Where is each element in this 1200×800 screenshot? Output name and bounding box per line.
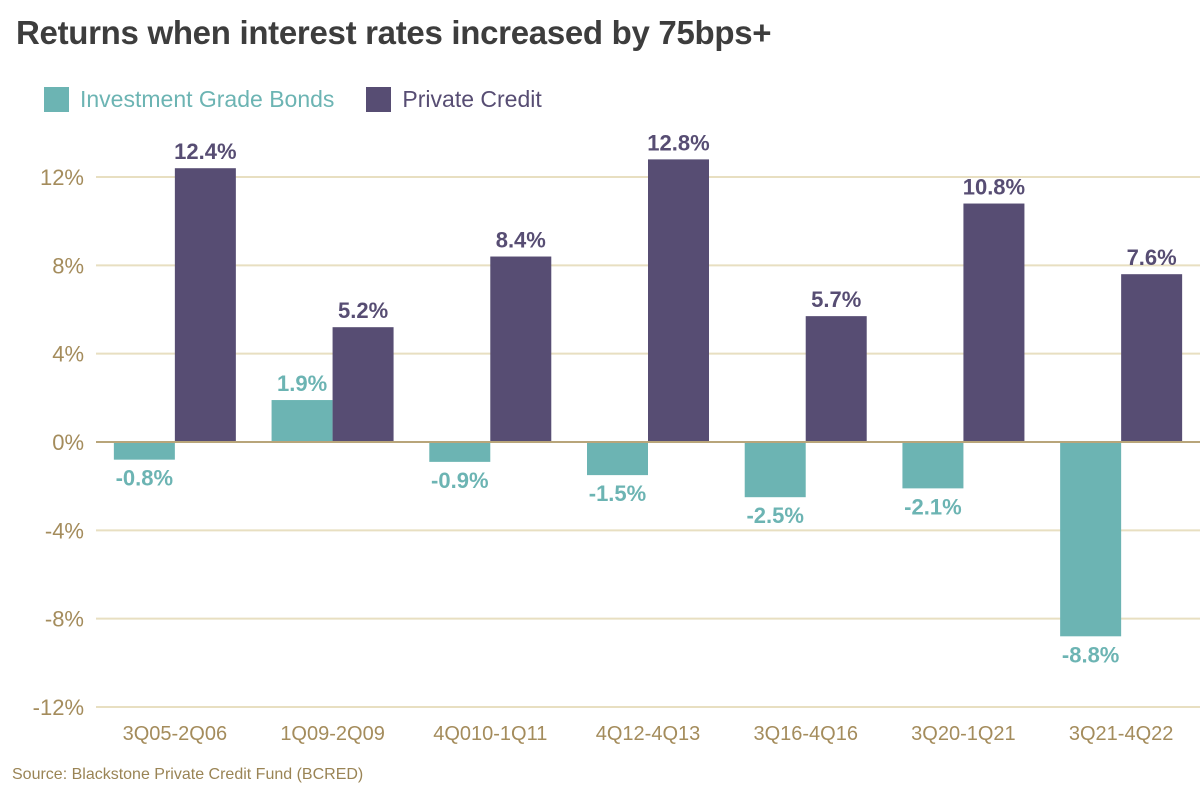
bar-private-credit bbox=[174, 168, 236, 442]
data-label-private-credit: 12.4% bbox=[174, 139, 236, 164]
x-tick-label: 4Q010-1Q11 bbox=[433, 723, 547, 745]
legend-label-private-credit: Private Credit bbox=[402, 86, 542, 112]
y-tick-label: -8% bbox=[45, 607, 84, 632]
data-label-investment-grade: -2.1% bbox=[904, 494, 961, 519]
bar-investment-grade bbox=[744, 442, 806, 498]
data-label-private-credit: 5.2% bbox=[338, 298, 388, 323]
bar-investment-grade bbox=[271, 400, 333, 442]
data-label-private-credit: 7.6% bbox=[1127, 245, 1177, 270]
bar-private-credit bbox=[332, 327, 394, 442]
bar-private-credit bbox=[490, 256, 552, 442]
chart-title: Returns when interest rates increased by… bbox=[16, 14, 772, 51]
data-label-investment-grade: 1.9% bbox=[277, 371, 327, 396]
bar-investment-grade bbox=[1060, 442, 1122, 637]
x-tick-label: 3Q16-4Q16 bbox=[753, 723, 858, 745]
x-tick-label: 3Q20-1Q21 bbox=[911, 723, 1016, 745]
legend-item-investment-grade: Investment Grade Bonds bbox=[44, 86, 334, 113]
data-label-private-credit: 12.8% bbox=[647, 130, 709, 155]
data-label-private-credit: 10.8% bbox=[963, 175, 1025, 200]
source-note: Source: Blackstone Private Credit Fund (… bbox=[12, 766, 364, 783]
bar-investment-grade bbox=[902, 442, 964, 489]
bar-private-credit bbox=[648, 159, 709, 442]
data-label-investment-grade: -0.9% bbox=[431, 468, 488, 493]
data-label-private-credit: 8.4% bbox=[496, 228, 546, 253]
x-tick-label: 3Q05-2Q06 bbox=[123, 723, 228, 745]
legend: Investment Grade Bonds Private Credit bbox=[44, 86, 574, 113]
y-tick-label: 12% bbox=[40, 165, 84, 190]
x-tick-label: 1Q09-2Q09 bbox=[280, 723, 385, 745]
data-label-investment-grade: -0.8% bbox=[116, 466, 173, 491]
legend-label-investment-grade: Investment Grade Bonds bbox=[80, 86, 335, 112]
legend-swatch-investment-grade bbox=[44, 87, 69, 112]
bar-investment-grade bbox=[587, 442, 648, 476]
y-tick-label: -12% bbox=[33, 695, 84, 720]
legend-item-private-credit: Private Credit bbox=[366, 86, 542, 113]
x-tick-label: 3Q21-4Q22 bbox=[1069, 723, 1174, 745]
data-label-private-credit: 5.7% bbox=[811, 287, 861, 312]
bar-investment-grade bbox=[429, 442, 491, 462]
y-tick-label: 4% bbox=[52, 342, 84, 367]
bar-investment-grade bbox=[113, 442, 175, 460]
data-label-investment-grade: -1.5% bbox=[589, 481, 646, 506]
data-label-investment-grade: -8.8% bbox=[1062, 642, 1119, 667]
x-tick-label: 4Q12-4Q13 bbox=[596, 723, 701, 745]
y-tick-label: -4% bbox=[45, 518, 84, 543]
bar-private-credit bbox=[1121, 274, 1183, 442]
y-tick-label: 0% bbox=[52, 430, 84, 455]
data-label-investment-grade: -2.5% bbox=[746, 503, 803, 528]
legend-swatch-private-credit bbox=[366, 87, 392, 112]
y-tick-label: 8% bbox=[52, 253, 84, 278]
bar-private-credit bbox=[805, 316, 867, 442]
bar-private-credit bbox=[963, 203, 1025, 442]
